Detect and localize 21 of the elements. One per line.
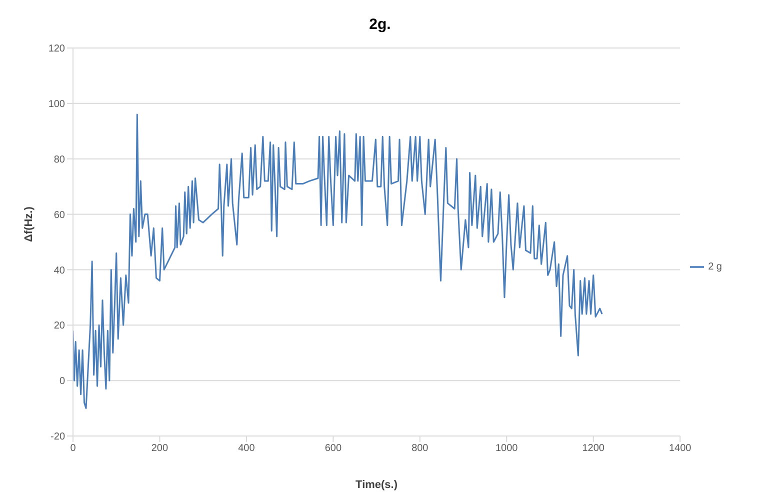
y-tick-label: 80: [54, 154, 66, 166]
y-tick-label: 40: [54, 265, 66, 276]
legend-label: 2 g: [708, 262, 722, 273]
x-axis-title: Time(s.): [356, 479, 398, 491]
y-tick-label: 0: [59, 376, 66, 388]
x-tick-label: 1400: [668, 443, 692, 454]
y-tick-label: 120: [48, 44, 66, 55]
x-tick-label: 1200: [582, 443, 605, 454]
x-tick-label: 400: [238, 443, 256, 454]
y-tick-label: 100: [48, 98, 66, 110]
y-tick-label: -20: [50, 432, 66, 443]
y-axis-title: Δf(Hz.): [22, 206, 35, 242]
y-tick-label: 20: [54, 320, 66, 332]
x-tick-label: 200: [151, 443, 169, 454]
x-tick-label: 0: [70, 443, 76, 454]
x-tick-label: 600: [324, 443, 342, 454]
y-tick-label: 60: [54, 210, 66, 221]
x-tick-label: 1000: [496, 443, 518, 454]
x-tick-label: 800: [412, 443, 429, 454]
line-series: [73, 114, 603, 410]
chart-title: 2g.: [368, 15, 392, 35]
